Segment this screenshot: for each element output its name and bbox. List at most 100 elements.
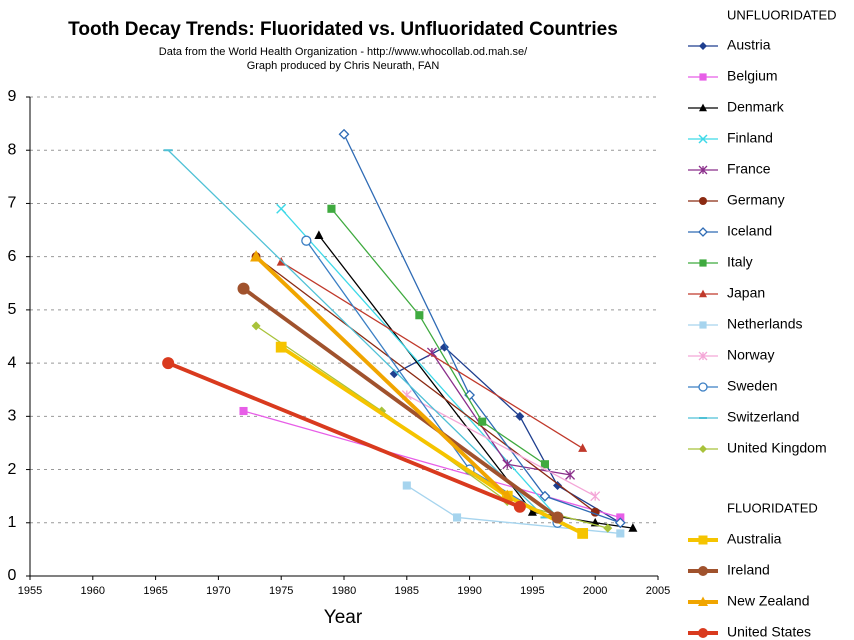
marker: [402, 481, 411, 490]
marker: [551, 511, 564, 524]
marker: [162, 357, 175, 370]
marker: [698, 535, 708, 545]
marker: [251, 321, 261, 331]
series: [237, 282, 564, 524]
y-tick-label: 0: [8, 567, 17, 584]
marker: [502, 459, 513, 470]
x-tick-label: 1985: [395, 585, 419, 597]
marker: [239, 406, 248, 416]
marker: [698, 351, 708, 361]
x-tick-label: 1955: [18, 585, 42, 597]
series-line: [243, 410, 621, 519]
series-line: [330, 208, 546, 465]
series-line: [167, 361, 521, 509]
marker: [699, 445, 707, 453]
series: [402, 481, 625, 538]
marker: [389, 369, 399, 379]
marker: [275, 341, 287, 353]
legend-label: Japan: [727, 285, 765, 301]
x-tick-label: 1970: [206, 585, 230, 597]
marker: [603, 523, 613, 533]
series-line: [167, 149, 546, 518]
legend-label: France: [727, 161, 771, 177]
x-tick-label: 1980: [332, 585, 356, 597]
y-tick-label: 2: [8, 461, 17, 478]
marker: [699, 42, 707, 50]
y-tick-label: 4: [8, 354, 17, 371]
marker: [698, 566, 708, 576]
legend-label: Ireland: [727, 562, 770, 578]
marker: [439, 342, 449, 352]
marker: [698, 227, 708, 237]
y-tick-label: 9: [8, 88, 17, 105]
series-line: [280, 345, 584, 536]
x-tick-label: 1965: [143, 585, 167, 597]
y-tick-label: 1: [8, 514, 17, 531]
y-tick-label: 8: [8, 141, 17, 158]
y-tick-label: 5: [8, 301, 17, 318]
marker: [698, 596, 708, 606]
marker: [614, 517, 626, 529]
chart-title: Tooth Decay Trends: Fluoridated vs. Unfl…: [68, 19, 618, 40]
series: [401, 390, 601, 502]
series: [327, 204, 550, 469]
x-tick-label: 1990: [457, 585, 481, 597]
marker: [699, 103, 707, 112]
legend-label: Denmark: [727, 99, 785, 115]
marker: [699, 289, 707, 298]
series-line: [255, 256, 596, 513]
marker: [478, 417, 487, 426]
series: [162, 357, 526, 513]
series-line: [280, 261, 583, 449]
x-tick-label: 1995: [520, 585, 544, 597]
marker: [698, 628, 708, 638]
marker: [250, 250, 263, 262]
marker: [565, 469, 576, 480]
legend-label: Finland: [727, 130, 773, 146]
marker: [616, 529, 625, 538]
marker: [527, 507, 537, 516]
y-tick-label: 7: [8, 195, 17, 212]
legend-label: Germany: [727, 192, 785, 208]
legend-heading: FLUORIDATED: [727, 500, 818, 515]
marker: [698, 165, 708, 175]
legend-label: Iceland: [727, 223, 772, 239]
marker: [327, 204, 336, 213]
marker: [338, 128, 350, 140]
series-line: [343, 133, 621, 524]
marker: [276, 203, 287, 214]
series-line: [242, 287, 559, 520]
marker: [237, 282, 250, 295]
legend-label: Norway: [727, 347, 774, 363]
legend-label: United Kingdom: [727, 440, 827, 456]
x-tick-label: 1975: [269, 585, 293, 597]
chart-subtitle: Graph produced by Chris Neurath, FAN: [247, 60, 440, 72]
marker: [415, 311, 424, 320]
legend-label: New Zealand: [727, 593, 810, 609]
y-tick-label: 3: [8, 408, 17, 425]
legend-label: United States: [727, 624, 811, 640]
series-line: [280, 208, 559, 518]
legend-label: Sweden: [727, 378, 778, 394]
x-tick-label: 2000: [583, 585, 607, 597]
series: [314, 230, 638, 532]
marker: [698, 382, 708, 392]
marker: [539, 490, 551, 502]
x-tick-label: 1960: [81, 585, 105, 597]
marker: [301, 235, 312, 246]
legend-label: Italy: [727, 254, 753, 270]
marker: [699, 321, 707, 329]
marker: [699, 259, 707, 267]
marker: [577, 528, 589, 539]
marker: [578, 443, 588, 452]
marker: [553, 481, 563, 491]
legend-label: Netherlands: [727, 316, 803, 332]
x-axis-label: Year: [324, 607, 363, 628]
marker: [699, 197, 707, 205]
marker: [501, 489, 514, 501]
legend-label: Switzerland: [727, 409, 799, 425]
legend-label: Australia: [727, 531, 782, 547]
y-tick-label: 6: [8, 248, 17, 265]
marker: [540, 460, 550, 469]
